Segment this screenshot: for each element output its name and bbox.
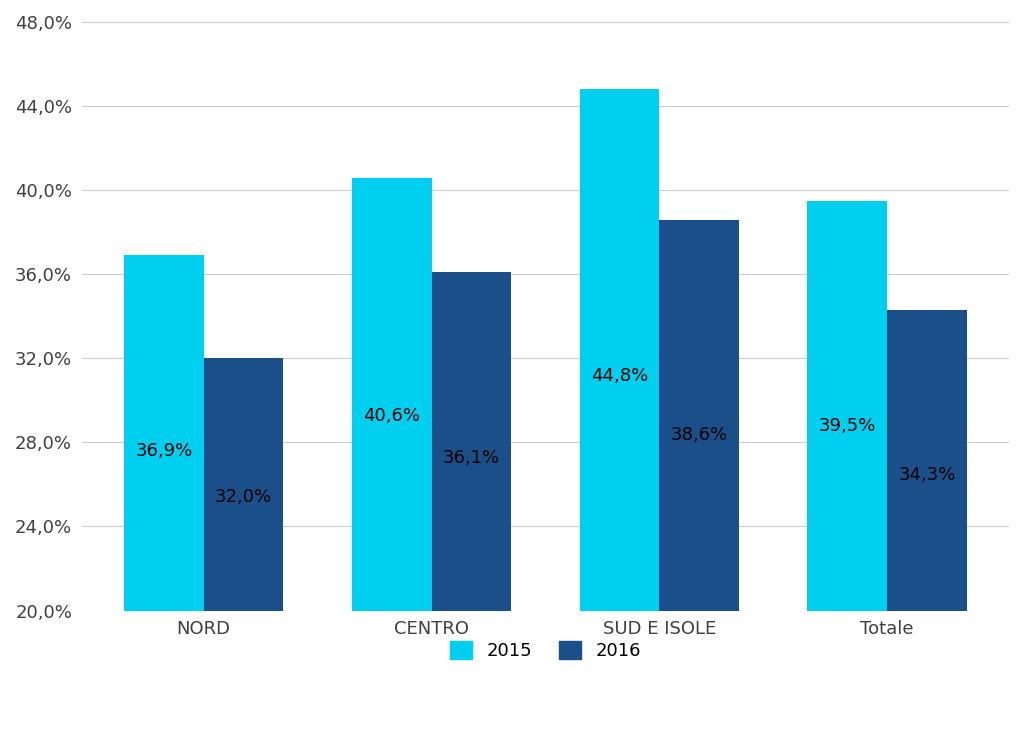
Text: 34,3%: 34,3% (898, 466, 955, 484)
Bar (580, 90, 659, 611)
Text: 32,0%: 32,0% (215, 488, 272, 506)
Text: 44,8%: 44,8% (591, 367, 648, 385)
Text: 38,6%: 38,6% (671, 426, 728, 443)
Text: 40,6%: 40,6% (364, 407, 420, 425)
Text: 36,9%: 36,9% (135, 442, 193, 459)
Bar (807, 200, 887, 611)
Bar (124, 255, 204, 611)
Bar (431, 272, 511, 611)
Legend: 2015, 2016: 2015, 2016 (432, 622, 658, 678)
Bar (659, 219, 739, 611)
Bar (204, 358, 284, 611)
Bar (352, 178, 431, 611)
Text: 39,5%: 39,5% (818, 417, 876, 435)
Text: 36,1%: 36,1% (442, 449, 500, 468)
Bar (887, 310, 967, 611)
